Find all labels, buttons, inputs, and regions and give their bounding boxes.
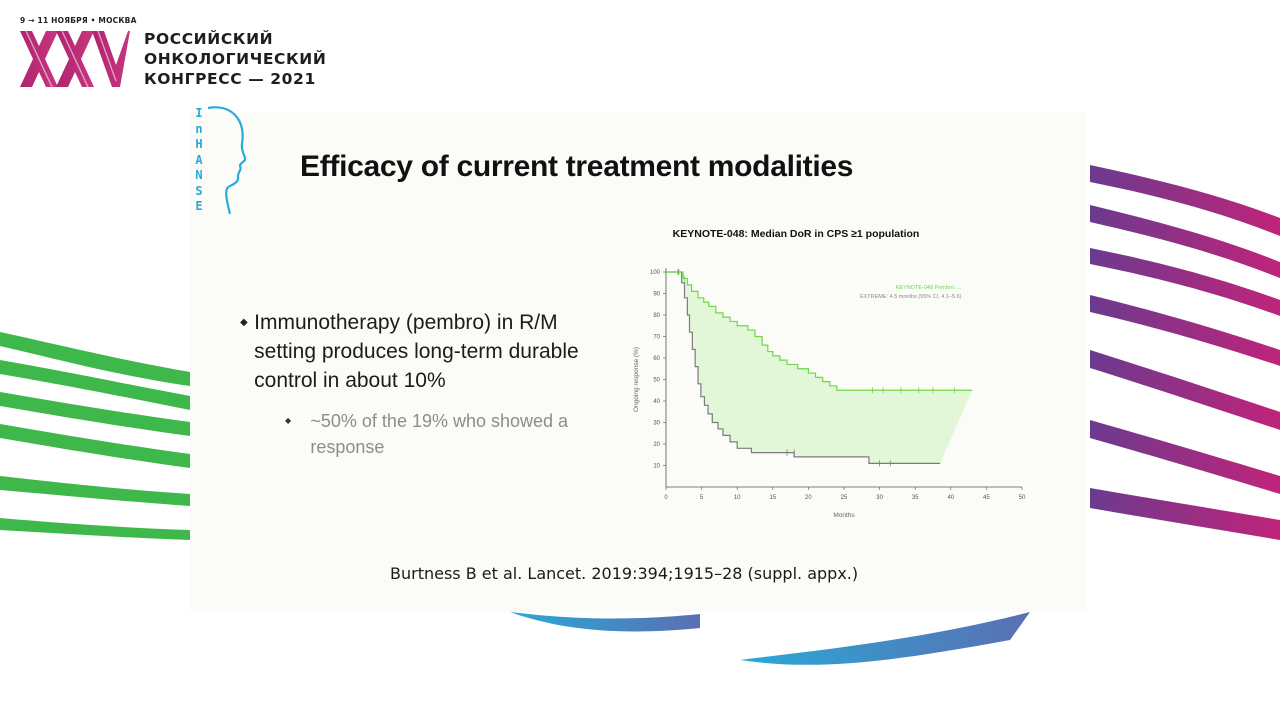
y-tick-label: 90 <box>653 292 660 298</box>
x-tick-label: 45 <box>983 495 990 501</box>
slide-title: Efficacy of current treatment modalities <box>300 150 854 183</box>
y-tick-label: 70 <box>653 335 660 341</box>
km-plot-area: 10 20 30 40 50 60 70 80 90 100 0 5 10 15 20 25 30 35 40 45 5… <box>650 268 1026 501</box>
inhanse-letter: E <box>195 199 203 213</box>
series-extreme-line <box>666 271 941 464</box>
bullet-text: Immunotherapy (pembro) in R/M setting pr… <box>254 311 579 392</box>
left-green-ribbons <box>0 332 190 540</box>
inhanse-letter: I <box>195 106 203 120</box>
right-magenta-ribbons <box>1090 165 1280 540</box>
y-tick-label: 80 <box>653 313 660 319</box>
sub-bullet-text: ~50% of the 19% who showed a response <box>310 411 569 457</box>
xxv-logo <box>20 31 130 87</box>
inhanse-letter: S <box>195 183 203 198</box>
x-tick-label: 50 <box>1019 495 1026 501</box>
y-tick-label: 30 <box>653 421 660 427</box>
bullet-diamond-icon: ◆ <box>240 317 248 328</box>
x-tick-label: 10 <box>734 495 741 501</box>
x-tick-label: 35 <box>912 495 919 501</box>
chart-y-label: Ongoing response (%) <box>633 347 640 412</box>
congress-logo-row: РОССИЙСКИЙ ОНКОЛОГИЧЕСКИЙ КОНГРЕСС — 202… <box>20 29 326 89</box>
y-tick-label: 60 <box>653 356 660 362</box>
x-tick-label: 40 <box>947 495 954 501</box>
citation: Burtness B et al. Lancet. 2019:394;1915–… <box>390 564 859 583</box>
congress-name: РОССИЙСКИЙ ОНКОЛОГИЧЕСКИЙ КОНГРЕСС — 202… <box>144 29 326 89</box>
inhanse-letter: N <box>195 168 203 182</box>
chart-title: KEYNOTE-048: Median DoR in CPS ≥1 popula… <box>673 228 920 240</box>
y-tick-label: 20 <box>653 442 660 448</box>
congress-name-line: КОНГРЕСС — 2021 <box>144 70 316 88</box>
inhanse-logo: I n H A N S E <box>192 106 206 215</box>
presentation-slide: I n H A N S E Efficacy of current treatm… <box>190 106 1086 612</box>
x-tick-label: 30 <box>876 495 883 501</box>
km-chart: KEYNOTE-048: Median DoR in CPS ≥1 popula… <box>633 228 1026 519</box>
inhanse-letter: A <box>195 152 203 167</box>
y-tick-label: 50 <box>653 378 660 384</box>
x-tick-label: 15 <box>769 495 776 501</box>
response-gap-fill <box>666 272 973 464</box>
bullet-diamond-icon: ◆ <box>285 416 292 425</box>
inhanse-letter: n <box>195 121 203 136</box>
bullet-item: ◆ Immunotherapy (pembro) in R/M setting … <box>240 308 600 395</box>
y-tick-label: 10 <box>653 464 660 470</box>
congress-name-line: ОНКОЛОГИЧЕСКИЙ <box>144 50 327 68</box>
y-tick-label: 100 <box>650 270 661 276</box>
x-tick-label: 0 <box>664 495 668 501</box>
chart-legend-pembro: KEYNOTE-048 Pembro: ... <box>896 285 962 291</box>
congress-dates: 9 → 11 НОЯБРЯ • МОСКВА <box>20 16 137 25</box>
chart-legend-extreme: EXTREME: 4.5 months (95% CI, 4.1–5.6) <box>860 294 962 300</box>
congress-name-line: РОССИЙСКИЙ <box>144 30 274 48</box>
y-tick-label: 40 <box>653 399 660 405</box>
x-tick-label: 20 <box>805 495 812 501</box>
sub-bullet-item: ◆ ~50% of the 19% who showed a response <box>285 408 605 460</box>
head-profile-icon <box>207 106 247 215</box>
x-tick-label: 25 <box>841 495 848 501</box>
congress-header: 9 → 11 НОЯБРЯ • МОСКВА <box>20 16 326 89</box>
inhanse-letter: H <box>195 137 203 151</box>
chart-x-label: Months <box>833 512 855 519</box>
bottom-blue-ribbons <box>510 612 1030 665</box>
x-tick-label: 5 <box>700 495 704 501</box>
series-pembro-line <box>666 271 973 391</box>
